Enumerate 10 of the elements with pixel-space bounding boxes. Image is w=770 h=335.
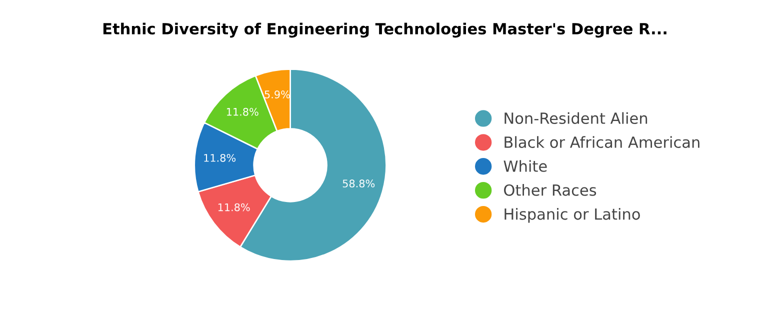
data-label: 58.8% (342, 180, 375, 188)
data-label: 11.8% (204, 154, 236, 162)
legend-label: Hispanic or Latino (504, 208, 640, 223)
legend-label: Non-Resident Alien (504, 112, 648, 124)
data-label: 11.8% (226, 108, 258, 116)
chart-title: Ethnic Diversity of Engineering Technologies Master's Degree R... (103, 22, 666, 38)
legend-label: Other Races (504, 184, 596, 196)
legend-label: White (504, 160, 547, 172)
data-label: 11.8% (218, 203, 250, 212)
legend-label: Black or African American (504, 136, 700, 148)
